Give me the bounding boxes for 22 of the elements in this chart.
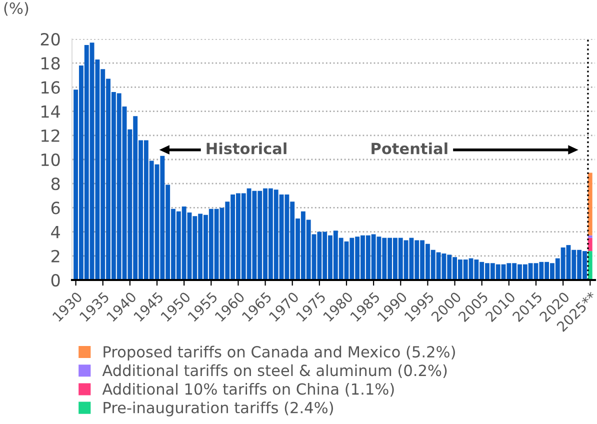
- legend-label: Additional 10% tariffs on China (1.1%): [102, 382, 394, 397]
- y-tick-label: 4: [51, 226, 60, 238]
- legend-label: Pre-inauguration tariffs (2.4%): [104, 402, 333, 416]
- bar: [588, 238, 592, 252]
- y-tick-label: 10: [42, 153, 60, 166]
- y-tick-label: 20: [40, 32, 60, 46]
- y-tick-label: 2: [52, 250, 60, 262]
- y-tick-label: 14: [42, 105, 60, 118]
- annotation: Historical: [206, 142, 286, 154]
- annotation: Potential: [372, 142, 448, 154]
- bar: [588, 172, 592, 236]
- bar: [588, 235, 592, 238]
- y-tick-label: 0: [51, 274, 60, 287]
- y-tick-label: 16: [42, 81, 60, 94]
- legend-label: Additional tariffs on steel & aluminum (0.2%): [102, 364, 447, 378]
- y-tick-label: 8: [51, 178, 60, 190]
- legend-label: Proposed tariffs on Canada and Mexico (5.2%): [104, 346, 455, 361]
- y-tick-label: 18: [42, 57, 60, 70]
- y-tick-label: 6: [51, 202, 60, 214]
- y-axis-title: (%): [4, 2, 28, 16]
- y-tick-label: 12: [42, 129, 60, 142]
- bar: [588, 251, 592, 280]
